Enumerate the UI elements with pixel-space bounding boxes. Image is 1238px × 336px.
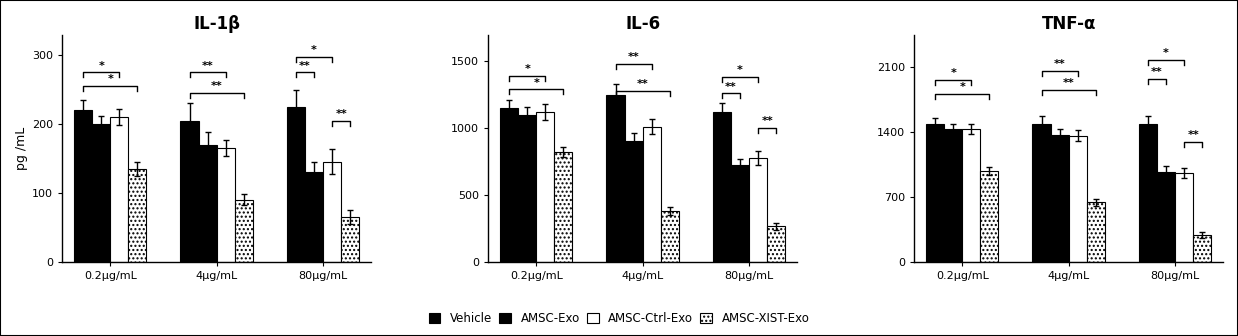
Bar <box>198 145 217 262</box>
Bar <box>323 162 342 262</box>
Bar <box>643 127 661 262</box>
Text: *: * <box>959 82 966 92</box>
Bar <box>235 200 253 262</box>
Title: IL-1β: IL-1β <box>193 15 240 33</box>
Legend: Vehicle, AMSC-Exo, AMSC-Ctrl-Exo, AMSC-XIST-Exo: Vehicle, AMSC-Exo, AMSC-Ctrl-Exo, AMSC-X… <box>423 308 815 330</box>
Text: *: * <box>98 60 104 71</box>
Bar <box>1051 135 1068 262</box>
Bar <box>1032 124 1051 262</box>
Bar <box>92 124 110 262</box>
Text: **: ** <box>1054 59 1066 69</box>
Bar <box>768 226 785 262</box>
Text: *: * <box>951 68 956 78</box>
Bar <box>1175 173 1193 262</box>
Text: **: ** <box>300 60 311 71</box>
Text: **: ** <box>210 81 223 91</box>
Text: *: * <box>534 78 540 87</box>
Title: TNF-α: TNF-α <box>1041 15 1096 33</box>
Bar <box>1087 202 1104 262</box>
Text: *: * <box>108 74 113 84</box>
Text: **: ** <box>761 116 773 126</box>
Text: **: ** <box>1151 67 1162 77</box>
Bar <box>1193 235 1211 262</box>
Bar <box>519 115 536 262</box>
Bar <box>74 110 92 262</box>
Text: *: * <box>1164 48 1169 58</box>
Bar <box>555 152 572 262</box>
Text: **: ** <box>636 79 649 89</box>
Y-axis label: pg /mL: pg /mL <box>15 126 28 170</box>
Bar <box>962 129 980 262</box>
Bar <box>607 95 624 262</box>
Bar <box>217 148 235 262</box>
Bar <box>730 165 749 262</box>
Text: *: * <box>737 66 743 76</box>
Bar <box>624 141 643 262</box>
Title: IL-6: IL-6 <box>625 15 660 33</box>
Text: **: ** <box>628 52 640 62</box>
Bar <box>305 172 323 262</box>
Bar <box>1158 172 1175 262</box>
Bar <box>129 169 146 262</box>
Bar <box>181 121 198 262</box>
Text: **: ** <box>1062 78 1075 88</box>
Text: **: ** <box>335 109 347 119</box>
Bar <box>1139 124 1158 262</box>
Bar <box>945 129 962 262</box>
Text: *: * <box>311 45 317 55</box>
Bar <box>749 158 768 262</box>
Bar <box>713 112 730 262</box>
Text: **: ** <box>725 82 737 91</box>
Bar <box>110 117 129 262</box>
Text: **: ** <box>1187 130 1200 140</box>
Bar <box>980 171 998 262</box>
Bar <box>661 211 678 262</box>
Text: *: * <box>524 64 530 74</box>
Text: **: ** <box>202 60 213 71</box>
Bar <box>926 124 945 262</box>
Bar <box>500 108 519 262</box>
Bar <box>1068 136 1087 262</box>
Bar <box>287 107 305 262</box>
Bar <box>536 112 555 262</box>
Bar <box>342 217 359 262</box>
